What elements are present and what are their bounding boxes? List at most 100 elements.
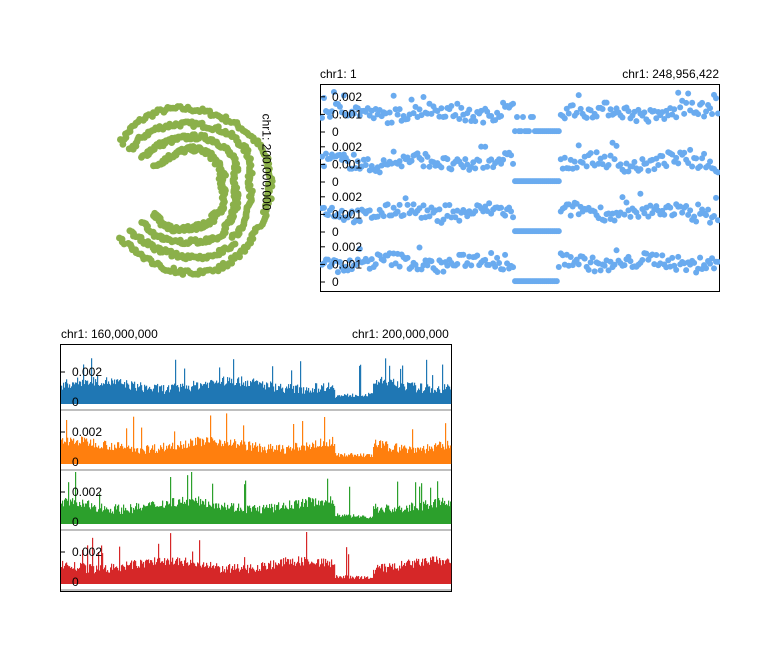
scatter-point bbox=[651, 166, 658, 173]
scatter-point bbox=[350, 110, 357, 117]
bar bbox=[341, 516, 343, 524]
scatter-point bbox=[601, 217, 608, 224]
bar bbox=[248, 573, 250, 584]
scatter-point bbox=[605, 161, 612, 168]
bar bbox=[290, 507, 292, 524]
bar bbox=[233, 442, 235, 464]
bar bbox=[118, 442, 120, 464]
scatter-point bbox=[659, 252, 666, 259]
bar bbox=[201, 567, 203, 584]
bar bbox=[298, 556, 300, 584]
bar bbox=[379, 510, 381, 524]
bar bbox=[156, 385, 158, 404]
bar bbox=[106, 507, 108, 524]
bar bbox=[114, 444, 116, 464]
bar bbox=[310, 449, 312, 464]
bar bbox=[445, 504, 447, 524]
bar bbox=[157, 506, 159, 524]
bar bbox=[187, 388, 189, 404]
bar bbox=[345, 394, 347, 404]
bar bbox=[433, 392, 435, 404]
bar bbox=[164, 558, 166, 584]
bar bbox=[436, 392, 438, 404]
bar bbox=[306, 500, 308, 524]
circular-track bbox=[80, 80, 310, 300]
bar bbox=[67, 500, 69, 524]
bar bbox=[170, 533, 172, 584]
scatter-point bbox=[398, 163, 405, 170]
bar bbox=[308, 561, 310, 584]
bar bbox=[145, 386, 147, 404]
bar bbox=[137, 509, 139, 524]
bar bbox=[294, 393, 296, 404]
bar bbox=[414, 382, 416, 404]
bar bbox=[425, 500, 427, 524]
scatter-point bbox=[703, 212, 710, 219]
bar bbox=[395, 443, 397, 464]
scatter-svg: 0.0020.00100.0020.00100.0020.00100.0020.… bbox=[319, 84, 721, 292]
bar bbox=[335, 516, 337, 524]
bar bbox=[346, 455, 348, 464]
bar bbox=[107, 383, 109, 404]
scatter-point bbox=[480, 119, 487, 126]
bar bbox=[104, 440, 106, 464]
scatter-point bbox=[645, 118, 652, 125]
scatter-point bbox=[683, 267, 690, 274]
bar bbox=[184, 447, 186, 464]
bar bbox=[98, 509, 100, 524]
bar bbox=[154, 557, 156, 584]
bar bbox=[115, 384, 117, 404]
scatter-point bbox=[482, 203, 489, 210]
bar bbox=[439, 500, 441, 524]
bar bbox=[391, 451, 393, 464]
bar bbox=[87, 380, 89, 404]
bar bbox=[125, 507, 127, 524]
bar bbox=[168, 385, 170, 404]
bar bbox=[200, 498, 202, 524]
bar bbox=[151, 389, 153, 404]
scatter-point bbox=[402, 195, 409, 202]
bar bbox=[194, 385, 196, 404]
bar bbox=[182, 383, 184, 404]
bar bbox=[314, 388, 316, 404]
scatter-point bbox=[482, 143, 489, 150]
bar bbox=[182, 496, 184, 524]
bar bbox=[289, 564, 291, 584]
bar bbox=[354, 516, 356, 524]
bar bbox=[179, 447, 181, 464]
bar bbox=[309, 564, 311, 584]
bar bbox=[191, 472, 193, 524]
bar bbox=[449, 448, 451, 464]
bar bbox=[185, 503, 187, 524]
bar bbox=[431, 446, 433, 464]
bar bbox=[308, 447, 310, 464]
bar bbox=[204, 504, 206, 524]
bar bbox=[176, 559, 178, 584]
bar bbox=[318, 388, 320, 404]
bar bbox=[330, 567, 332, 584]
bar bbox=[397, 381, 399, 404]
bar bbox=[138, 566, 140, 584]
bar bbox=[282, 445, 284, 464]
bar bbox=[313, 392, 315, 404]
bar bbox=[202, 438, 204, 464]
bar bbox=[320, 501, 322, 524]
bar bbox=[259, 443, 261, 464]
bar bbox=[74, 443, 76, 464]
bar bbox=[229, 377, 231, 404]
bar bbox=[191, 563, 193, 584]
bar bbox=[315, 440, 317, 464]
bar bbox=[347, 393, 349, 404]
bar bbox=[173, 498, 175, 524]
bar bbox=[405, 509, 407, 524]
scatter-point bbox=[689, 99, 696, 106]
bar bbox=[272, 366, 274, 404]
bar bbox=[400, 450, 402, 464]
bar bbox=[121, 443, 123, 464]
bar bbox=[185, 440, 187, 464]
bar bbox=[380, 440, 382, 464]
bar bbox=[446, 448, 448, 464]
scatter-point bbox=[394, 208, 401, 215]
bar bbox=[332, 385, 334, 404]
bar bbox=[87, 441, 89, 464]
